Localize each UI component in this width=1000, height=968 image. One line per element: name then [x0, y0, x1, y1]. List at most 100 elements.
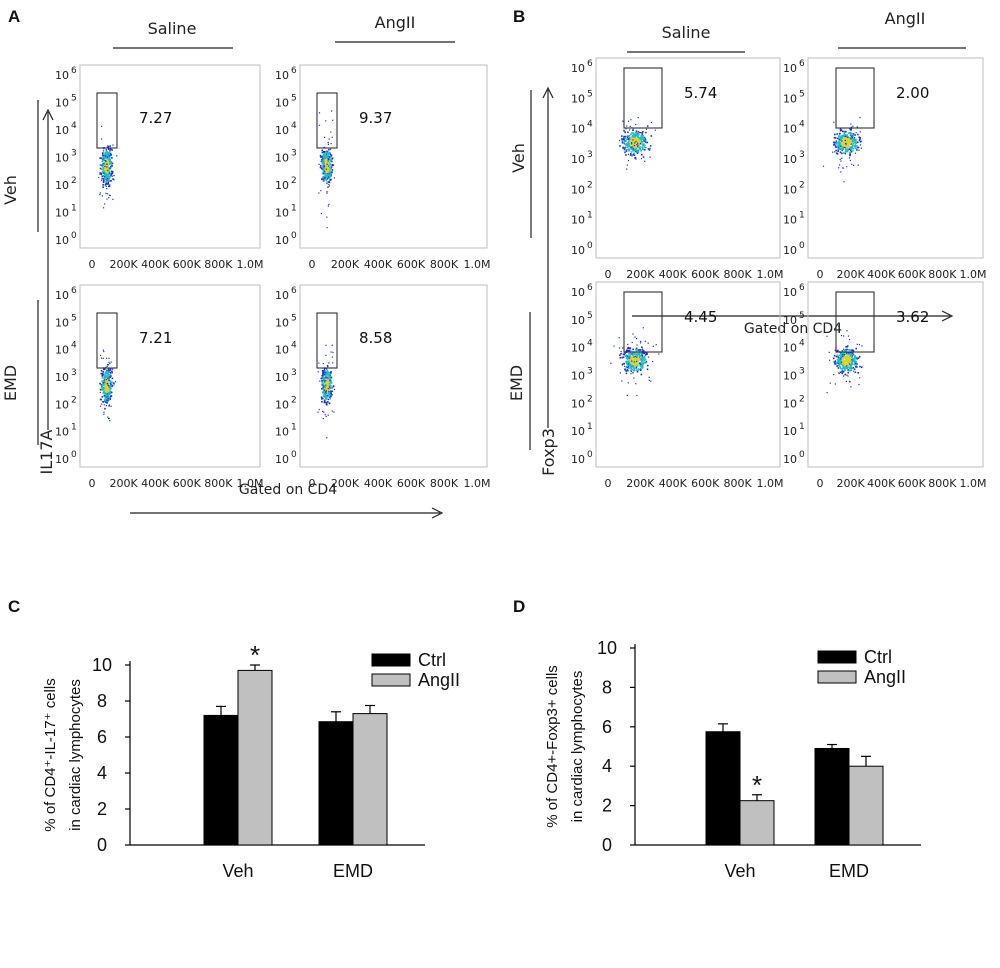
x-tick-label: 600K — [173, 258, 202, 271]
y-tick-label: 10 — [571, 397, 585, 410]
y-tick-exponent: 5 — [799, 311, 805, 321]
y-tick-label: 10 — [571, 183, 585, 196]
y-tick-label: 10 — [783, 183, 797, 196]
y-tick-exponent: 1 — [291, 204, 297, 214]
y-tick-exponent: 5 — [71, 313, 77, 323]
y-tick-exponent: 2 — [291, 176, 297, 186]
x-tick-label: 800K — [723, 268, 752, 281]
y-tick-exponent: 3 — [587, 367, 593, 377]
y-tick-exponent: 3 — [71, 149, 77, 159]
panel-c: C 0 2 4 6 8 10 % of CD4⁺-IL-17⁺ cells in cardia… — [8, 597, 460, 881]
y-tick-exponent: 4 — [291, 341, 297, 351]
x-tick-label: 400K — [659, 477, 688, 490]
y-tick-exponent: 3 — [71, 368, 77, 378]
x-tick-label: 0 — [309, 477, 316, 490]
col-header-saline: Saline — [148, 19, 197, 38]
bar-veh-ctrl — [203, 714, 239, 846]
y-tick-label: 10 — [783, 62, 797, 75]
row-label-emd: EMD — [1, 365, 20, 401]
y-tick-label: 10 — [783, 214, 797, 227]
x-tick-label: Veh — [222, 861, 253, 881]
y-tick-exponent: 0 — [587, 450, 593, 460]
panel-a: A Saline AngII Veh EMD IL17A Gated on CD… — [1, 7, 491, 519]
legend-swatch — [817, 670, 857, 684]
col-header-angii: AngII — [375, 13, 416, 32]
y-tick-exponent: 4 — [71, 121, 77, 131]
y-tick-exponent: 0 — [71, 231, 77, 241]
y-tick-exponent: 6 — [799, 283, 805, 293]
y-tick-exponent: 6 — [587, 59, 593, 69]
x-tick-label: 200K — [109, 477, 138, 490]
y-tick-label: 10 — [55, 371, 69, 384]
x-tick-label: 1.0M — [960, 477, 987, 490]
y-tick-exponent: 5 — [71, 94, 77, 104]
legend-label: Ctrl — [864, 647, 892, 667]
y-tick-label: 10 — [275, 97, 289, 110]
x-tick-label: 800K — [430, 477, 459, 490]
y-tick-label: 10 — [55, 124, 69, 137]
y-tick-label: 10 — [275, 179, 289, 192]
x-tick-label: 0 — [309, 258, 316, 271]
y-tick-label: 10 — [571, 92, 585, 105]
x-tick-label: EMD — [333, 861, 373, 881]
x-tick-label: EMD — [829, 861, 869, 881]
y-axis-label-line1: % of CD4+-Foxp3+ cells — [544, 665, 561, 828]
y-tick-label: 10 — [783, 397, 797, 410]
legend-label: Ctrl — [418, 650, 446, 670]
plot-frame — [807, 57, 984, 259]
y-tick-exponent: 0 — [71, 450, 77, 460]
y-tick-label: 10 — [55, 69, 69, 82]
y-tick-label: 10 — [55, 316, 69, 329]
y-tick-label: 6 — [602, 717, 612, 737]
y-tick-label: 10 — [783, 153, 797, 166]
gate-box — [96, 92, 118, 149]
y-axis-label-line2: in cardiac lymphocytes — [67, 679, 84, 831]
y-tick-exponent: 5 — [291, 313, 297, 323]
y-tick-label: 6 — [97, 727, 107, 747]
gate-value: 7.21 — [139, 329, 172, 347]
legend-label: AngII — [864, 667, 906, 687]
y-tick-label: 10 — [571, 123, 585, 136]
y-tick-exponent: 2 — [291, 395, 297, 405]
y-tick-exponent: 2 — [799, 394, 805, 404]
row-label-emd-b: EMD — [507, 365, 526, 401]
x-tick-label: 1.0M — [464, 258, 491, 271]
plot-frame — [299, 284, 488, 468]
bar-emd-angii — [352, 713, 388, 846]
y-tick-label: 10 — [783, 92, 797, 105]
y-tick-exponent: 1 — [291, 423, 297, 433]
y-tick-label: 10 — [571, 314, 585, 327]
panel-label-d: D — [513, 597, 525, 616]
y-tick-label: 10 — [571, 62, 585, 75]
y-tick-label: 10 — [55, 97, 69, 110]
y-tick-exponent: 2 — [587, 394, 593, 404]
y-tick-label: 10 — [783, 244, 797, 257]
y-tick-exponent: 4 — [291, 121, 297, 131]
row-label-veh-b: Veh — [509, 143, 528, 173]
plot-frame — [299, 64, 488, 249]
y-axis-label-line2: in cardiac lymphocytes — [569, 671, 586, 823]
marker-label-foxp3: Foxp3 — [539, 428, 558, 476]
y-tick-label: 10 — [275, 453, 289, 466]
x-tick-label: 800K — [928, 268, 957, 281]
y-tick-exponent: 2 — [71, 176, 77, 186]
plot-frame — [595, 57, 781, 259]
plot-frame — [79, 284, 261, 468]
y-tick-label: 10 — [275, 398, 289, 411]
y-tick-label: 10 — [571, 425, 585, 438]
y-tick-exponent: 6 — [291, 66, 297, 76]
y-tick-label: 0 — [602, 835, 612, 855]
panel-d: D 0 2 4 6 8 10 % of CD4+-Foxp3+ cells in cardia… — [513, 597, 921, 881]
bar-emd-ctrl — [814, 747, 850, 846]
y-tick-exponent: 4 — [71, 341, 77, 351]
x-tick-label: 800K — [204, 258, 233, 271]
x-tick-label: 200K — [626, 268, 655, 281]
gate-value: 8.58 — [359, 329, 392, 347]
gate-box — [623, 67, 663, 129]
x-tick-label: 400K — [141, 477, 170, 490]
x-tick-label: 600K — [397, 477, 426, 490]
panel-label-b: B — [513, 7, 525, 26]
y-tick-label: 10 — [275, 371, 289, 384]
